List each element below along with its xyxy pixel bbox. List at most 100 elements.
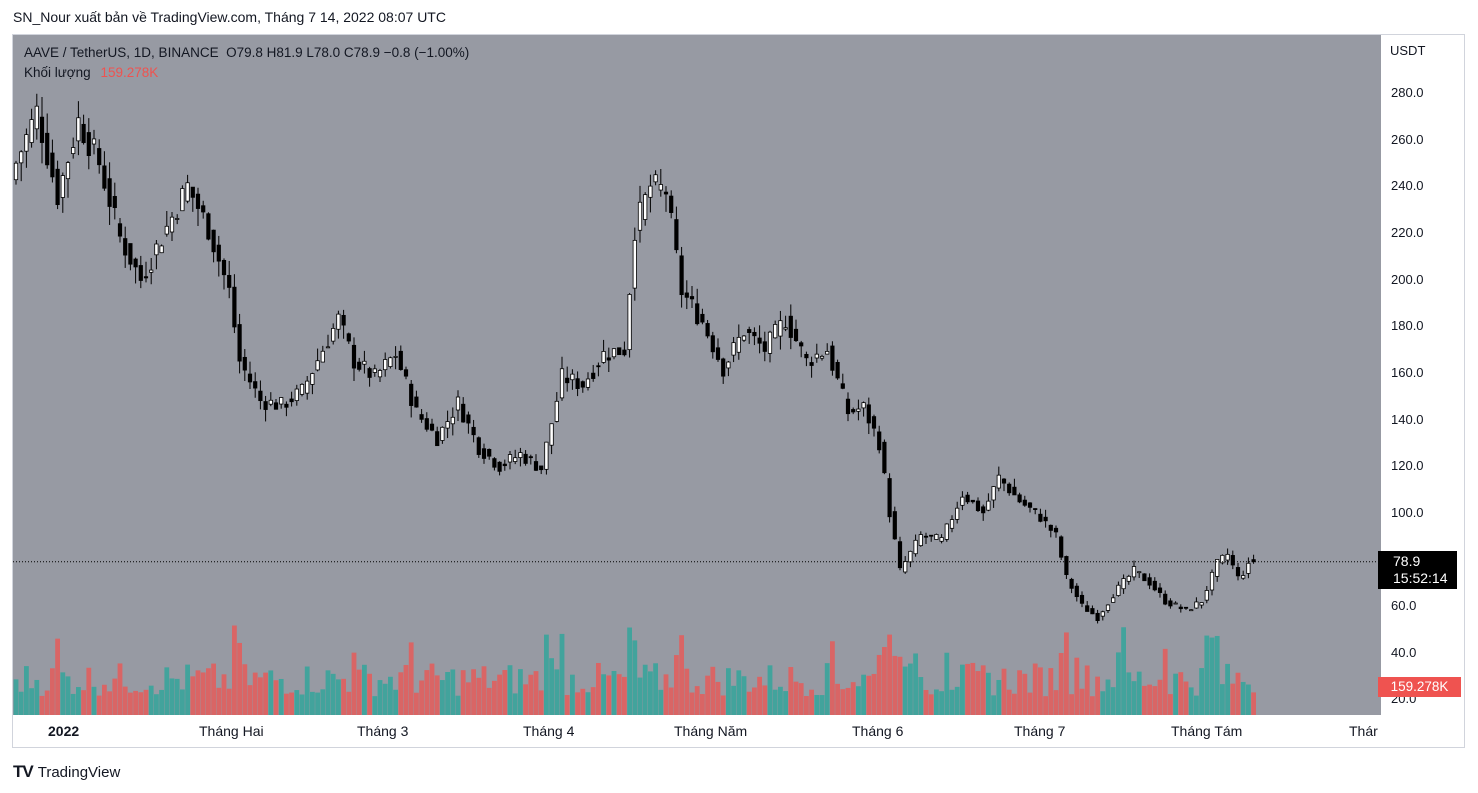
candle-bear bbox=[289, 398, 294, 403]
volume-bar bbox=[1183, 681, 1189, 715]
volume-bar bbox=[648, 671, 653, 715]
volume-bar bbox=[185, 664, 190, 715]
candle-bear bbox=[1043, 516, 1048, 522]
candle-bull bbox=[294, 388, 299, 401]
volume-bar bbox=[367, 673, 372, 715]
volume-bar bbox=[1126, 672, 1132, 715]
volume-bar bbox=[304, 666, 310, 715]
legend: AAVE / TetherUS, 1D, BINANCE O79.8 H81.9… bbox=[24, 45, 469, 80]
candle-bear bbox=[351, 344, 357, 369]
candle-bear bbox=[398, 350, 403, 370]
time-tick-label: Tháng 4 bbox=[523, 723, 575, 739]
volume-bar bbox=[159, 689, 164, 715]
volume-bar bbox=[1090, 696, 1095, 715]
candle-bear bbox=[679, 255, 684, 296]
candle-bear bbox=[476, 437, 481, 455]
plot-area[interactable] bbox=[13, 35, 1381, 715]
candle-bull bbox=[955, 507, 960, 520]
candle-bull bbox=[767, 331, 773, 354]
time-tick-label: Tháng Hai bbox=[199, 723, 264, 739]
volume-bar bbox=[507, 665, 513, 715]
volume-bar bbox=[1220, 684, 1225, 715]
time-tick-label: Tháng 6 bbox=[852, 723, 904, 739]
volume-bar bbox=[684, 668, 690, 715]
volume-bar bbox=[481, 666, 487, 715]
candle-bear bbox=[575, 378, 580, 389]
volume-bar bbox=[1053, 690, 1059, 715]
candle-bear bbox=[663, 191, 669, 195]
last-price-badge: 78.9 15:52:14 bbox=[1378, 551, 1457, 589]
volume-bar bbox=[117, 663, 123, 715]
candle-bear bbox=[1001, 478, 1007, 484]
candle-bear bbox=[1157, 587, 1163, 593]
bar-countdown: 15:52:14 bbox=[1393, 570, 1448, 586]
price-scale[interactable] bbox=[1381, 35, 1464, 715]
volume-bar bbox=[674, 655, 679, 715]
volume-bar bbox=[928, 694, 934, 715]
volume-bar bbox=[190, 676, 196, 715]
candle-bear bbox=[273, 402, 279, 410]
candle-bear bbox=[492, 458, 497, 468]
candle-bull bbox=[658, 184, 663, 191]
volume-label[interactable]: Khối lượng bbox=[24, 65, 91, 80]
volume-bar bbox=[512, 693, 518, 715]
volume-bar bbox=[814, 694, 820, 715]
candle-bear bbox=[1033, 508, 1038, 510]
volume-bar bbox=[434, 675, 440, 715]
time-scale[interactable] bbox=[13, 715, 1381, 747]
volume-bar bbox=[908, 663, 913, 715]
candle-bull bbox=[164, 225, 169, 235]
volume-bar bbox=[18, 691, 24, 715]
candle-bull bbox=[637, 201, 643, 231]
candle-bear bbox=[845, 398, 851, 415]
candle-bull bbox=[736, 336, 741, 353]
volume-bar bbox=[783, 691, 788, 715]
volume-bar bbox=[164, 667, 170, 715]
candle-bear bbox=[528, 456, 533, 459]
volume-bar bbox=[798, 683, 804, 715]
candle-bull bbox=[908, 550, 913, 563]
volume-bar bbox=[726, 668, 731, 715]
volume-bar bbox=[122, 686, 128, 715]
candle-bull bbox=[279, 397, 284, 405]
candle-bull bbox=[305, 380, 310, 394]
volume-bar bbox=[1168, 694, 1173, 715]
volume-bar bbox=[840, 689, 846, 715]
candle-bear bbox=[341, 314, 346, 326]
symbol-label[interactable]: AAVE / TetherUS, 1D, BINANCE bbox=[24, 45, 219, 60]
volume-bar bbox=[585, 692, 591, 715]
price-tick-label: 140.0 bbox=[1391, 412, 1424, 427]
candle-bear bbox=[419, 414, 424, 420]
volume-bar bbox=[601, 674, 606, 715]
candle-bear bbox=[705, 323, 710, 337]
candle-bear bbox=[409, 383, 414, 406]
price-tick-label: 100.0 bbox=[1391, 505, 1424, 520]
volume-bar bbox=[273, 680, 279, 715]
volume-bar bbox=[871, 673, 877, 715]
volume-bar bbox=[1178, 672, 1184, 715]
candle-bear bbox=[221, 259, 227, 276]
volume-bar bbox=[211, 663, 216, 715]
candle-bull bbox=[518, 452, 523, 458]
volume-bar bbox=[752, 687, 757, 715]
volume-bar bbox=[1157, 679, 1163, 715]
volume-bar bbox=[50, 668, 55, 715]
candle-bear bbox=[877, 431, 882, 451]
candle-bear bbox=[523, 453, 528, 464]
candle-bear bbox=[466, 414, 471, 424]
candle-bear bbox=[981, 506, 986, 514]
volume-bar bbox=[39, 695, 45, 715]
volume-bar bbox=[902, 666, 908, 715]
volume-bar bbox=[637, 677, 643, 715]
volume-bar bbox=[440, 680, 445, 715]
candle-bear bbox=[1168, 600, 1173, 607]
footer-brand[interactable]: TV TradingView bbox=[13, 762, 120, 782]
candle-bull bbox=[554, 400, 559, 422]
candle-bear bbox=[237, 324, 242, 362]
volume-bar bbox=[102, 684, 107, 715]
volume-bar bbox=[408, 642, 414, 715]
candle-bear bbox=[471, 426, 476, 436]
candle-bear bbox=[617, 347, 622, 356]
volume-bar bbox=[143, 689, 149, 715]
candle-bull bbox=[393, 356, 398, 358]
